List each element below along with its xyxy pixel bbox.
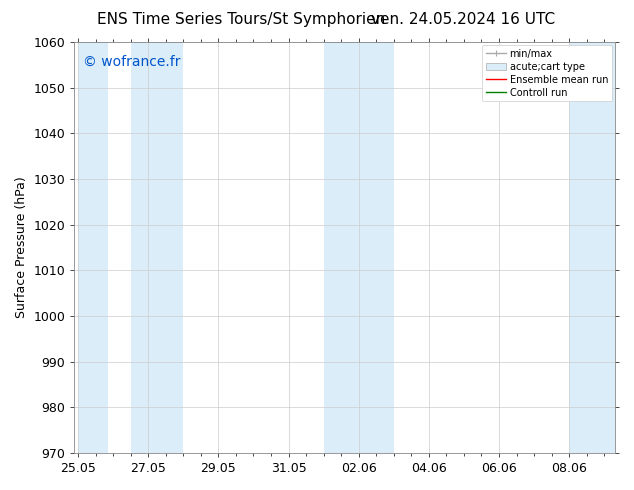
Text: © wofrance.fr: © wofrance.fr [82,54,180,69]
Bar [131,42,183,453]
Bar [78,42,108,453]
Legend: min/max, acute;cart type, Ensemble mean run, Controll run: min/max, acute;cart type, Ensemble mean … [482,45,612,101]
Text: ven. 24.05.2024 16 UTC: ven. 24.05.2024 16 UTC [371,12,555,27]
Bar [323,42,394,453]
Text: ENS Time Series Tours/St Symphorien: ENS Time Series Tours/St Symphorien [97,12,385,27]
Bar [569,42,615,453]
Y-axis label: Surface Pressure (hPa): Surface Pressure (hPa) [15,176,28,318]
